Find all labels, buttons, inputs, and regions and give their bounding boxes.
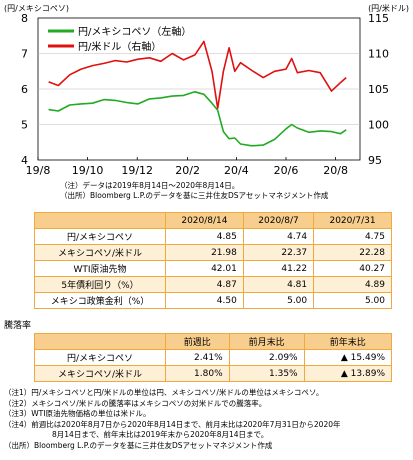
value-cell: 22.28 (313, 244, 392, 261)
footnote-4: （注4）前週比は2020年8月7日から2020年8月14日まで、前月末比は202… (4, 419, 341, 429)
table-row: 円/メキシコペソ 4.85 4.74 4.75 (34, 228, 392, 245)
footnote-source: （出所）Bloomberg L.P.のデータを基に三井住友DSアセットマネジメン… (4, 440, 273, 450)
change-rate-table: 前週比 前月末比 前年末比 円/メキシコペソ 2.41% 2.09% ▲ 15.… (34, 333, 393, 382)
series-line-jpy-usd (48, 40, 347, 109)
row-label: WTI原油先物 (34, 260, 166, 277)
header-cell: 2020/8/14 (165, 212, 244, 229)
right-tick-label: 95 (368, 154, 382, 167)
value-cell: 4.89 (313, 276, 392, 293)
left-tick-label: 6 (21, 83, 28, 96)
value-cell: 40.27 (313, 260, 392, 277)
value-cell: 21.98 (165, 244, 244, 261)
legend: 円/メキシコペソ（左軸） 円/米ドル（右軸） (48, 25, 191, 53)
x-tick-label: 20/2 (175, 164, 200, 177)
series-line-jpy-mxn (48, 91, 347, 147)
table-row: 円/メキシコペソ 2.41% 2.09% ▲ 15.49% (34, 349, 393, 366)
right-tick-label: 105 (368, 83, 389, 96)
footnote-1: （注1）円/メキシコペソと円/米ドルの単位は円、メキシコペソ/米ドルの単位はメキ… (4, 388, 324, 397)
legend-label-mxn: 円/メキシコペソ（左軸） (78, 25, 191, 38)
gridlines (38, 53, 360, 125)
value-cell: 1.80% (165, 365, 230, 382)
footnote-2: （注2）メキシコペソ/米ドルの騰落率はメキシコペソの対米ドルでの騰落率。 (4, 398, 267, 408)
right-tick-label: 110 (368, 48, 389, 61)
header-cell: 前年末比 (303, 333, 393, 350)
footnote-3: （注3）WTI原油先物価格の単位は米ドル。 (4, 409, 151, 418)
change-rate-title: 騰落率 (4, 321, 32, 331)
table-row: WTI原油先物 42.01 41.22 40.27 (34, 260, 392, 277)
x-tick-label: 20/8 (323, 164, 348, 177)
row-label: メキシコペソ/米ドル (34, 365, 166, 382)
left-tick-label: 7 (21, 48, 28, 61)
header-cell (34, 212, 166, 229)
x-tick-label: 19/12 (121, 164, 153, 177)
chart-source: （出所）Bloomberg L.P.のデータを基に三井住友DSアセットマネジメン… (60, 191, 329, 200)
table-row: 5年債利回り（%） 4.87 4.81 4.89 (34, 276, 392, 293)
left-axis-label: (円/メキシコペソ) (4, 4, 69, 13)
value-cell: 2.41% (165, 349, 230, 366)
value-cell: 5.00 (313, 292, 392, 309)
footnotes: （注1）円/メキシコペソと円/米ドルの単位は円、メキシコペソ/米ドルの単位はメキ… (4, 388, 341, 451)
value-cell: 4.74 (242, 228, 315, 245)
left-axis-ticks: 8 7 6 5 4 (21, 12, 28, 167)
header-cell: 2020/8/7 (242, 212, 315, 229)
right-axis-label: (円/米ドル) (368, 3, 409, 13)
value-cell: 5.00 (242, 292, 315, 309)
row-label: 円/メキシコペソ (34, 349, 166, 366)
x-axis-ticks: 19/8 19/10 19/12 20/2 20/4 20/6 20/8 (26, 157, 348, 177)
header-cell: 前週比 (165, 333, 230, 350)
x-tick-label: 20/4 (224, 164, 249, 177)
value-cell: 2.09% (228, 349, 305, 366)
right-tick-label: 100 (368, 119, 389, 132)
right-axis-ticks: 115 110 105 100 95 (368, 12, 389, 167)
market-data-table: 2020/8/14 2020/8/7 2020/7/31 円/メキシコペソ 4.… (34, 212, 392, 309)
table-header-row: 2020/8/14 2020/8/7 2020/7/31 (34, 212, 392, 229)
x-tick-label: 20/6 (274, 164, 299, 177)
value-cell: 4.81 (242, 276, 315, 293)
value-cell: 4.85 (165, 228, 244, 245)
footnote-4-cont: 8月14日まで、前年末比は2019年末から2020年8月14日まで。 (52, 430, 269, 439)
right-tick-label: 115 (368, 12, 389, 25)
table-row: メキシコペソ/米ドル 1.80% 1.35% ▲ 13.89% (34, 365, 393, 382)
value-cell: 22.37 (242, 244, 315, 261)
table-header-row: 前週比 前月末比 前年末比 (34, 333, 393, 350)
x-tick-label: 19/8 (26, 164, 51, 177)
value-cell: 4.87 (165, 276, 244, 293)
value-cell: ▲ 13.89% (303, 365, 393, 382)
header-cell (34, 333, 166, 350)
left-tick-label: 8 (21, 12, 28, 25)
value-cell: 1.35% (228, 365, 305, 382)
x-tick-label: 19/10 (72, 164, 104, 177)
value-cell: 4.50 (165, 292, 244, 309)
row-label: 5年債利回り（%） (34, 276, 166, 293)
row-label: メキシコペソ/米ドル (34, 244, 166, 261)
left-tick-label: 4 (21, 154, 28, 167)
series-lines (48, 40, 347, 147)
table-row: メキシコ政策金利（%） 4.50 5.00 5.00 (34, 292, 392, 309)
table-row: メキシコペソ/米ドル 21.98 22.37 22.28 (34, 244, 392, 261)
chart-note: （注）データは2019年8月14日～2020年8月14日。 (60, 181, 240, 190)
value-cell: 4.75 (313, 228, 392, 245)
header-cell: 前月末比 (228, 333, 305, 350)
row-label: メキシコ政策金利（%） (34, 292, 166, 309)
value-cell: 41.22 (242, 260, 315, 277)
header-cell: 2020/7/31 (313, 212, 392, 229)
row-label: 円/メキシコペソ (34, 228, 166, 245)
value-cell: ▲ 15.49% (303, 349, 393, 366)
value-cell: 42.01 (165, 260, 244, 277)
left-tick-label: 5 (21, 119, 28, 132)
legend-label-usd: 円/米ドル（右軸） (78, 40, 161, 53)
